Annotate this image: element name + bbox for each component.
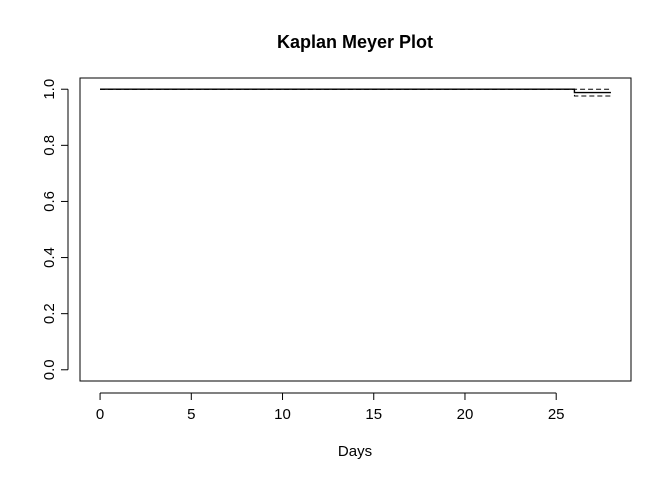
y-tick-label: 0.8 bbox=[41, 135, 58, 156]
survival-curve-line bbox=[100, 88, 611, 94]
y-axis: 0.0 0.2 0.4 0.6 0.8 1.0 bbox=[41, 79, 69, 380]
x-axis-label: Days bbox=[338, 443, 372, 460]
series-layer bbox=[100, 88, 611, 97]
y-tick-label: 0.6 bbox=[41, 191, 58, 212]
x-tick-label: 0 bbox=[96, 406, 104, 423]
x-tick-label: 20 bbox=[457, 406, 474, 423]
x-axis: 0 5 10 15 20 25 bbox=[96, 392, 565, 423]
y-tick-label: 0.2 bbox=[41, 303, 58, 324]
lower-confidence-line bbox=[100, 88, 611, 97]
x-tick-label: 25 bbox=[548, 406, 565, 423]
plot-area-border bbox=[79, 77, 632, 382]
y-tick-label: 0.0 bbox=[41, 359, 58, 380]
x-tick-label: 10 bbox=[274, 406, 291, 423]
x-tick-label: 15 bbox=[365, 406, 382, 423]
x-tick-label: 5 bbox=[187, 406, 195, 423]
y-tick-label: 1.0 bbox=[41, 79, 58, 100]
chart-title: Kaplan Meyer Plot bbox=[277, 32, 433, 52]
y-tick-label: 0.4 bbox=[41, 247, 58, 268]
